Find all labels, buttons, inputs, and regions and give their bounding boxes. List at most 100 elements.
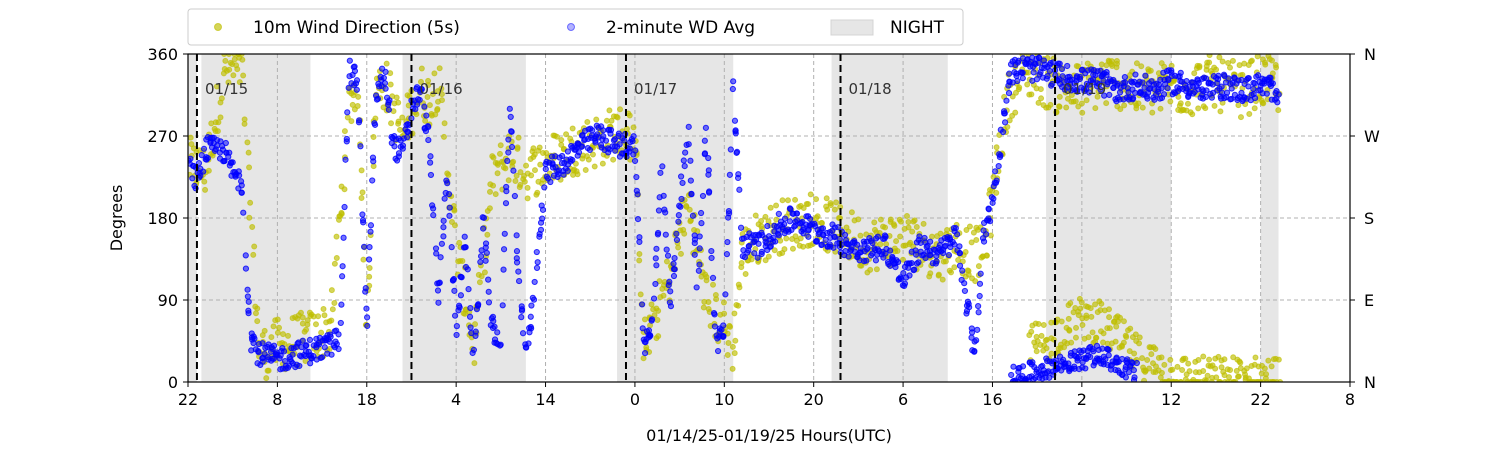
data-point xyxy=(910,267,917,274)
data-point xyxy=(1132,331,1139,338)
data-point xyxy=(500,246,508,253)
data-point xyxy=(966,223,973,230)
data-point xyxy=(1122,332,1129,339)
data-point xyxy=(418,86,425,93)
data-point xyxy=(1113,323,1120,330)
data-point xyxy=(438,85,445,92)
data-point xyxy=(1033,348,1040,355)
data-point xyxy=(922,254,929,262)
data-point xyxy=(244,286,251,293)
data-point xyxy=(341,203,348,211)
data-point xyxy=(496,342,504,349)
data-point xyxy=(752,212,759,219)
data-point xyxy=(1046,67,1053,75)
data-point xyxy=(663,258,670,265)
data-point xyxy=(945,251,953,259)
data-point xyxy=(762,257,769,264)
data-point xyxy=(755,240,762,247)
data-point xyxy=(1147,67,1154,74)
data-point xyxy=(348,118,355,125)
data-point xyxy=(344,109,351,116)
y-tick-label: 270 xyxy=(147,127,178,146)
data-point xyxy=(894,258,902,266)
series-1-points xyxy=(188,54,1282,382)
data-point xyxy=(1157,105,1164,112)
data-point xyxy=(502,200,510,207)
x-tick-label: 16 xyxy=(982,390,1002,409)
data-point xyxy=(630,124,637,131)
data-point xyxy=(1182,355,1189,362)
data-point xyxy=(285,332,292,339)
data-point xyxy=(807,215,814,223)
data-point xyxy=(331,260,338,267)
data-point xyxy=(569,125,576,132)
data-point xyxy=(517,169,524,176)
data-point xyxy=(1186,368,1193,375)
data-point xyxy=(985,206,992,213)
data-point xyxy=(1151,96,1158,103)
data-point xyxy=(446,204,453,211)
data-point xyxy=(1106,314,1113,321)
data-point xyxy=(507,113,514,121)
data-point xyxy=(662,209,669,216)
data-point xyxy=(666,278,673,285)
data-point xyxy=(975,303,982,310)
data-point xyxy=(240,72,247,79)
data-point xyxy=(582,166,589,173)
data-point xyxy=(436,65,443,72)
data-point xyxy=(1122,79,1129,86)
data-point xyxy=(1196,62,1203,69)
data-point xyxy=(867,266,874,273)
data-point xyxy=(575,149,583,156)
data-point xyxy=(500,266,507,273)
data-point xyxy=(358,167,365,174)
data-point xyxy=(188,155,194,162)
data-point xyxy=(1038,95,1045,102)
data-point xyxy=(204,155,211,162)
data-point xyxy=(188,134,194,141)
data-point xyxy=(1268,363,1275,370)
data-point xyxy=(1221,356,1228,363)
data-point xyxy=(970,229,977,236)
data-point xyxy=(1263,90,1270,97)
data-point xyxy=(438,240,446,247)
data-point xyxy=(440,224,447,231)
data-point xyxy=(221,54,228,57)
data-point xyxy=(1191,70,1198,77)
data-point xyxy=(236,79,243,86)
data-point xyxy=(268,334,275,341)
data-point xyxy=(736,284,743,291)
data-point xyxy=(1019,363,1027,370)
data-point xyxy=(911,217,918,224)
data-point xyxy=(786,218,794,225)
data-point xyxy=(827,202,834,209)
data-point xyxy=(512,178,519,185)
data-point xyxy=(729,343,736,350)
data-point xyxy=(963,227,970,234)
data-point xyxy=(921,234,928,242)
legend-marker-wind-direction xyxy=(214,23,222,31)
data-point xyxy=(1136,334,1143,341)
data-point xyxy=(983,231,990,238)
data-point xyxy=(318,354,326,361)
data-point xyxy=(1043,345,1050,352)
data-point xyxy=(1183,77,1190,85)
data-point xyxy=(1130,376,1138,382)
x-tick-label: 22 xyxy=(1250,390,1270,409)
data-point xyxy=(1103,69,1110,76)
data-point xyxy=(993,189,1000,196)
data-point xyxy=(723,251,731,258)
data-point xyxy=(359,189,366,196)
data-point xyxy=(515,134,522,141)
data-point xyxy=(470,346,477,354)
data-point xyxy=(393,94,400,101)
data-point xyxy=(872,257,880,264)
data-point xyxy=(1235,373,1242,380)
data-point xyxy=(514,144,521,151)
data-point xyxy=(1063,104,1070,111)
data-point xyxy=(453,331,460,339)
data-point xyxy=(1108,58,1115,65)
data-point xyxy=(1269,80,1276,87)
data-point xyxy=(578,143,586,150)
data-point xyxy=(831,206,838,213)
